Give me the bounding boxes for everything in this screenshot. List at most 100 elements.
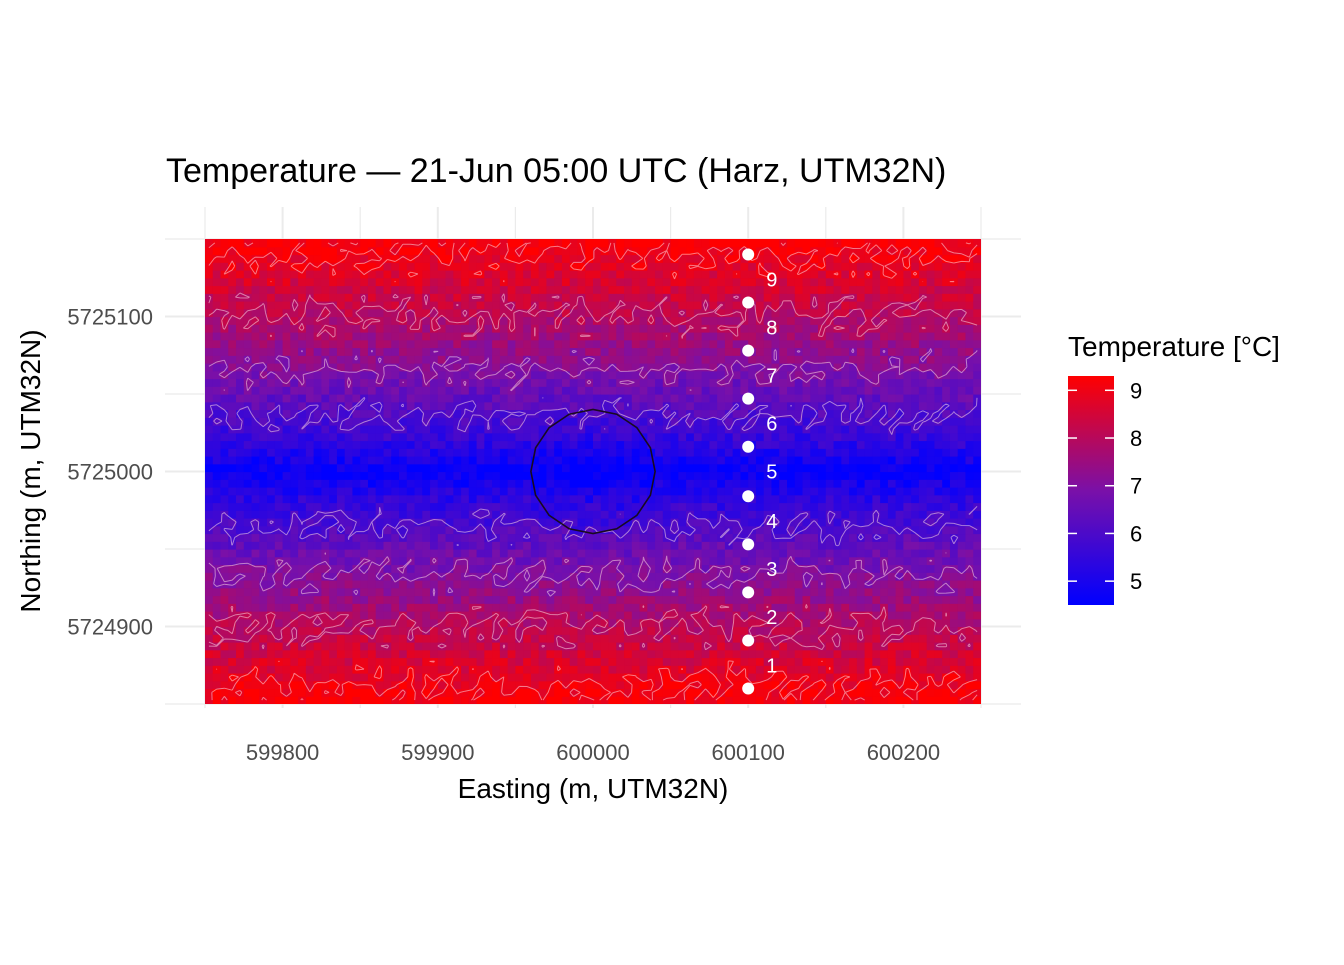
- heatmap-cell: [810, 619, 818, 627]
- heatmap-cell: [368, 386, 376, 394]
- heatmap-cell: [368, 433, 376, 441]
- heatmap-cell: [655, 270, 663, 278]
- heatmap-cell: [834, 394, 842, 402]
- heatmap-cell: [539, 549, 547, 557]
- heatmap-cell: [810, 603, 818, 611]
- heatmap-cell: [391, 286, 399, 294]
- heatmap-cell: [795, 441, 803, 449]
- heatmap-cell: [717, 293, 725, 301]
- heatmap-cell: [546, 255, 554, 263]
- heatmap-cell: [717, 456, 725, 464]
- heatmap-cell: [252, 386, 260, 394]
- heatmap-cell: [546, 309, 554, 317]
- heatmap-cell: [399, 293, 407, 301]
- heatmap-cell: [345, 634, 353, 642]
- heatmap-cell: [337, 596, 345, 604]
- heatmap-cell: [570, 355, 578, 363]
- heatmap-cell: [415, 340, 423, 348]
- heatmap-cell: [624, 394, 632, 402]
- heatmap-cell: [391, 541, 399, 549]
- heatmap-cell: [717, 495, 725, 503]
- heatmap-cell: [678, 487, 686, 495]
- heatmap-cell: [376, 239, 384, 247]
- heatmap-cell: [756, 541, 764, 549]
- heatmap-cell: [678, 293, 686, 301]
- heatmap-cell: [810, 464, 818, 472]
- heatmap-cell: [678, 479, 686, 487]
- heatmap-cell: [422, 332, 430, 340]
- heatmap-cell: [709, 262, 717, 270]
- heatmap-cell: [655, 340, 663, 348]
- heatmap-cell: [500, 262, 508, 270]
- heatmap-cell: [826, 425, 834, 433]
- heatmap-cell: [360, 425, 368, 433]
- heatmap-cell: [500, 549, 508, 557]
- heatmap-cell: [593, 239, 601, 247]
- heatmap-cell: [345, 441, 353, 449]
- heatmap-cell: [554, 541, 562, 549]
- heatmap-cell: [267, 689, 275, 697]
- heatmap-cell: [352, 425, 360, 433]
- heatmap-cell: [329, 402, 337, 410]
- heatmap-cell: [756, 340, 764, 348]
- heatmap-cell: [717, 433, 725, 441]
- heatmap-cell: [484, 348, 492, 356]
- heatmap-cell: [570, 565, 578, 573]
- heatmap-cell: [422, 557, 430, 565]
- heatmap-cell: [492, 549, 500, 557]
- heatmap-cell: [663, 348, 671, 356]
- heatmap-cell: [663, 588, 671, 596]
- heatmap-cell: [244, 402, 252, 410]
- heatmap-cell: [461, 487, 469, 495]
- heatmap-cell: [205, 425, 213, 433]
- heatmap-cell: [484, 495, 492, 503]
- heatmap-cell: [446, 696, 454, 704]
- heatmap-cell: [733, 379, 741, 387]
- heatmap-cell: [810, 394, 818, 402]
- heatmap-cell: [469, 301, 477, 309]
- heatmap-cell: [546, 503, 554, 511]
- heatmap-cell: [686, 456, 694, 464]
- heatmap-cell: [601, 379, 609, 387]
- heatmap-cell: [748, 603, 756, 611]
- heatmap-cell: [624, 619, 632, 627]
- heatmap-cell: [803, 433, 811, 441]
- heatmap-cell: [601, 464, 609, 472]
- heatmap-cell: [546, 650, 554, 658]
- heatmap-cell: [477, 394, 485, 402]
- heatmap-cell: [601, 518, 609, 526]
- heatmap-cell: [818, 386, 826, 394]
- heatmap-cell: [321, 247, 329, 255]
- heatmap-cell: [453, 681, 461, 689]
- heatmap-cell: [352, 572, 360, 580]
- heatmap-cell: [686, 262, 694, 270]
- heatmap-cell: [205, 270, 213, 278]
- heatmap-cell: [546, 464, 554, 472]
- heatmap-cell: [609, 541, 617, 549]
- heatmap-cell: [686, 286, 694, 294]
- heatmap-cell: [383, 534, 391, 542]
- heatmap-cell: [717, 634, 725, 642]
- heatmap-cell: [360, 557, 368, 565]
- heatmap-cell: [795, 650, 803, 658]
- heatmap-cell: [205, 580, 213, 588]
- heatmap-cell: [702, 425, 710, 433]
- heatmap-cell: [267, 650, 275, 658]
- heatmap-cell: [609, 681, 617, 689]
- heatmap-cell: [228, 534, 236, 542]
- heatmap-cell: [834, 286, 842, 294]
- heatmap-cell: [539, 363, 547, 371]
- heatmap-cell: [694, 572, 702, 580]
- heatmap-cell: [515, 386, 523, 394]
- heatmap-cell: [453, 487, 461, 495]
- heatmap-cell: [787, 503, 795, 511]
- heatmap-cell: [228, 247, 236, 255]
- heatmap-cell: [453, 673, 461, 681]
- heatmap-cell: [803, 464, 811, 472]
- heatmap-cell: [655, 239, 663, 247]
- heatmap-cell: [290, 495, 298, 503]
- heatmap-cell: [376, 541, 384, 549]
- heatmap-cell: [523, 402, 531, 410]
- heatmap-cell: [275, 340, 283, 348]
- heatmap-cell: [601, 658, 609, 666]
